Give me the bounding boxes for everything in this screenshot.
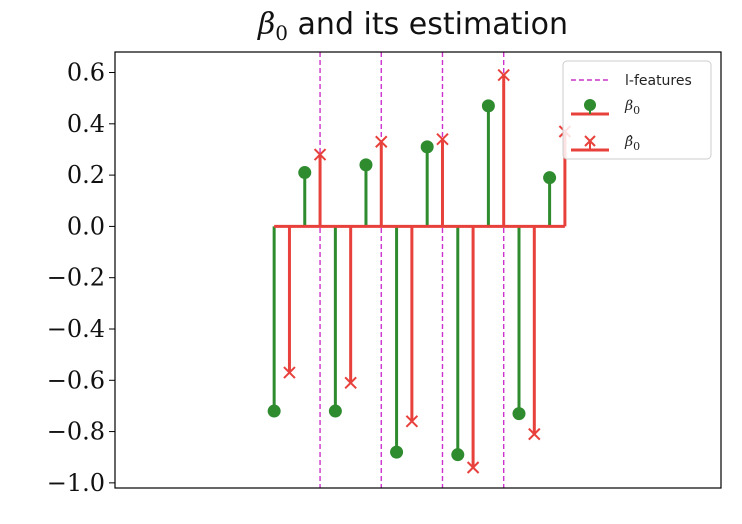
y-tick-label-7: 0.4 [67, 110, 105, 138]
point-betahat-0 [283, 366, 296, 379]
legend-beta-symbol: β [624, 98, 633, 114]
point-betahat-1 [313, 148, 327, 161]
point-betahat-5 [436, 132, 449, 146]
title-text: and its estimation [288, 7, 568, 42]
point-beta-6 [451, 448, 465, 462]
chart-title: β0 and its estimation [257, 7, 568, 45]
y-tick-label-4: −0.2 [47, 264, 105, 292]
point-beta-8 [512, 407, 526, 421]
point-beta-3 [359, 158, 373, 172]
y-tick-label-6: 0.2 [67, 161, 105, 189]
y-tick-label-2: −0.6 [47, 366, 105, 394]
point-beta-5 [420, 140, 434, 154]
title-subscript: 0 [275, 21, 288, 45]
point-beta-4 [390, 445, 404, 459]
legend-betahat-symbol: β̂ [624, 134, 633, 150]
y-tick-label-8: 0.6 [67, 59, 105, 87]
y-tick-label-3: −0.4 [47, 315, 105, 343]
legend-label-l-features: l-features [625, 73, 692, 89]
legend-betahat-subscript: 0 [633, 140, 640, 153]
point-betahat-2 [344, 376, 357, 390]
y-axis: −1.0 −0.8 −0.6 −0.4 −0.2 0.0 0.2 0.4 0.6 [47, 59, 115, 497]
legend-box [562, 60, 712, 160]
legend-label-betahat: β̂0 [624, 134, 640, 153]
y-tick-label-1: −0.8 [47, 418, 105, 446]
point-beta-7 [481, 99, 495, 113]
legend-label-beta: β0 [624, 98, 640, 117]
point-betahat-3 [375, 135, 388, 148]
point-beta-1 [298, 166, 312, 180]
point-beta-0 [267, 404, 281, 418]
point-beta-2 [328, 404, 342, 418]
plot-frame [114, 51, 722, 489]
point-betahat-8 [528, 427, 541, 441]
y-tick-label-0: −1.0 [47, 469, 105, 497]
legend-betahat-marker [584, 135, 596, 147]
point-betahat-7 [497, 68, 510, 82]
title-symbol: β [257, 7, 275, 42]
legend-beta-subscript: 0 [633, 104, 640, 117]
plot-area [267, 52, 572, 488]
point-beta-9 [543, 171, 557, 185]
point-betahat-6 [466, 461, 480, 474]
y-tick-label-5: 0.0 [67, 212, 105, 240]
legend: l-features β0 β̂0 [562, 60, 712, 160]
legend-beta-marker [584, 99, 596, 111]
point-betahat-4 [405, 415, 419, 428]
